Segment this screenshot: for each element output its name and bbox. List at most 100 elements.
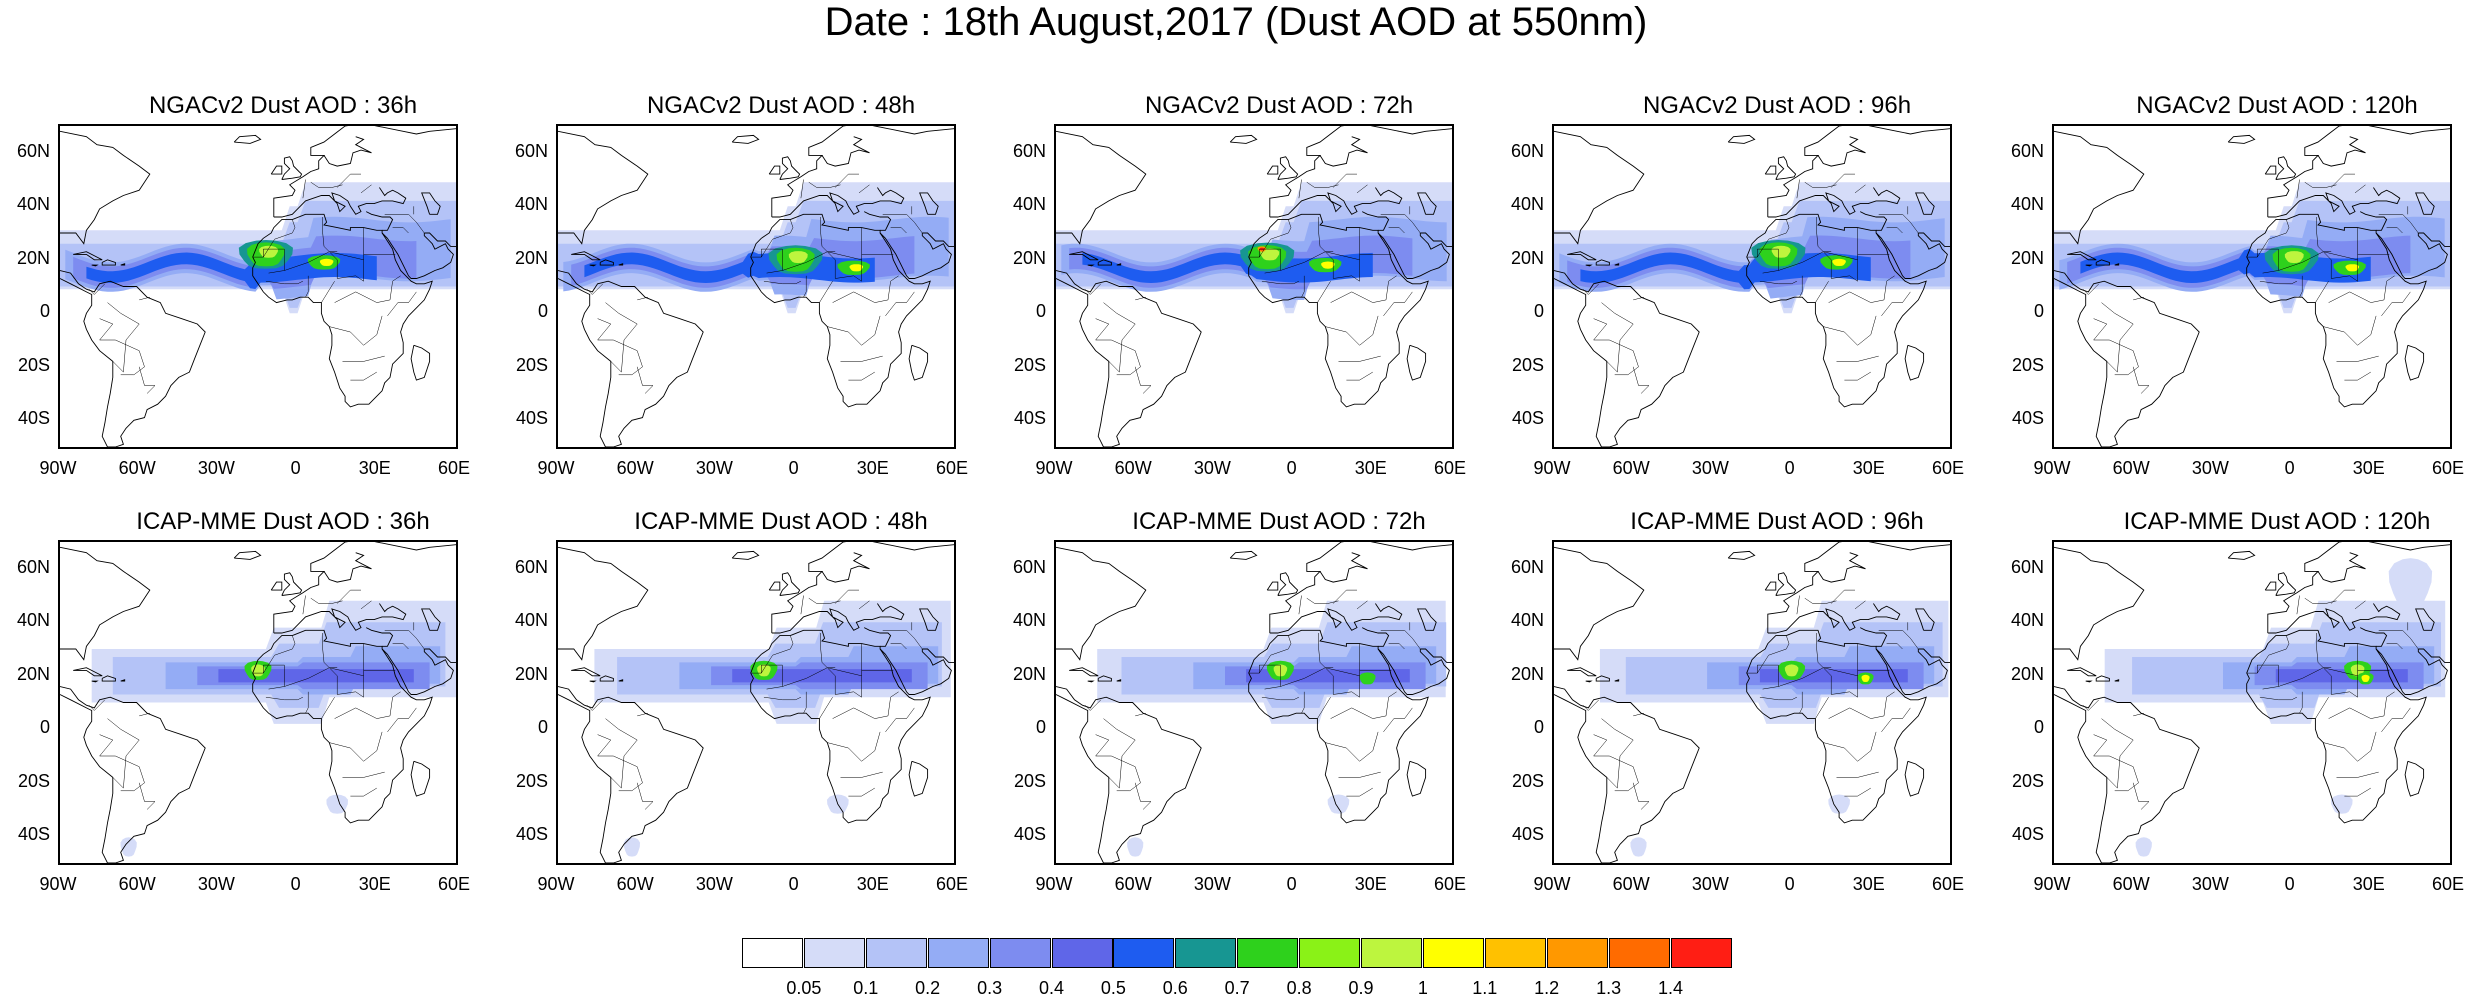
longitude-label: 30E xyxy=(358,874,391,894)
colorbar-tick-label: 0.1 xyxy=(853,978,879,998)
coastline xyxy=(1585,680,1593,683)
country-border xyxy=(2323,251,2332,279)
country-border xyxy=(1333,173,1357,188)
latitude-label: 60N xyxy=(2010,556,2044,577)
coastline xyxy=(410,760,431,797)
country-border xyxy=(139,296,150,301)
coastline xyxy=(270,165,283,175)
aod-contour-fill xyxy=(1327,794,1350,814)
latitude-label: 0 xyxy=(2033,717,2044,738)
aod-contour-fill xyxy=(1832,258,1846,266)
coastline xyxy=(2085,264,2093,267)
country-border xyxy=(882,630,923,650)
coastline xyxy=(381,232,454,279)
country-border xyxy=(2354,184,2366,194)
latitude-label: 40N xyxy=(2010,610,2044,631)
country-border xyxy=(2378,214,2419,234)
country-border xyxy=(2386,227,2403,234)
country-border xyxy=(1084,699,1102,711)
coastline xyxy=(558,546,649,661)
coastline xyxy=(2418,648,2450,663)
country-border xyxy=(302,179,306,199)
longitude-label: 60W xyxy=(118,874,156,894)
country-border xyxy=(1270,219,1292,240)
country-border xyxy=(138,366,156,394)
longitude-label: 60W xyxy=(118,458,156,478)
country-border xyxy=(597,755,643,792)
country-border xyxy=(2344,371,2371,381)
country-border xyxy=(2304,181,2337,188)
longitude-label: 60E xyxy=(935,874,969,894)
coastline xyxy=(2267,187,2401,218)
panel-title: NGACv2 Dust AOD : 48h xyxy=(646,92,916,119)
coastline xyxy=(2317,136,2366,167)
country-border xyxy=(337,275,364,282)
country-border xyxy=(1881,707,1911,733)
coastline xyxy=(1277,572,1299,596)
country-border xyxy=(1601,302,1634,373)
coastline xyxy=(1918,648,1950,663)
country-border xyxy=(766,251,862,274)
latitude-label: 20S xyxy=(17,354,50,375)
coastline xyxy=(1319,552,1368,583)
coastline xyxy=(2359,211,2388,231)
coastline xyxy=(1056,546,1147,661)
country-border xyxy=(637,712,648,717)
country-border xyxy=(1325,667,1334,695)
coastline xyxy=(91,680,99,683)
country-border xyxy=(329,731,383,762)
country-border xyxy=(2315,281,2329,303)
country-border xyxy=(1878,214,1919,234)
country-border xyxy=(586,283,604,295)
coastline xyxy=(919,192,939,215)
country-border xyxy=(1388,643,1405,650)
coastline xyxy=(1056,686,1202,863)
aod-contour-fill xyxy=(120,837,137,857)
longitude-label: 60E xyxy=(935,458,969,478)
country-border xyxy=(1248,664,1281,687)
country-border xyxy=(1333,691,1360,698)
latitude-label: 20S xyxy=(17,770,50,791)
longitude-label: 60E xyxy=(2431,874,2465,894)
coastline xyxy=(421,608,441,631)
country-border xyxy=(2316,232,2332,252)
coastline xyxy=(1377,232,1450,279)
country-border xyxy=(761,655,773,674)
coastline xyxy=(1775,572,1797,596)
coastline xyxy=(273,603,407,634)
coastline xyxy=(1087,264,1095,267)
longitude-label: 30W xyxy=(1193,458,1231,478)
map-panel: NGACv2 Dust AOD : 72h 60N 40N 20N 0 20S 40S 90W… xyxy=(1013,92,1504,478)
coastline xyxy=(922,232,954,247)
map-panel: ICAP-MME Dust AOD : 96h 60N 40N 20N 0 20S 40S 9… xyxy=(1511,508,2002,894)
latitude-label: 20N xyxy=(1012,247,1046,268)
aod-contour-fill xyxy=(319,258,334,266)
country-border xyxy=(772,635,794,656)
country-border xyxy=(1632,782,1650,810)
latitude-label: 20S xyxy=(515,354,548,375)
country-border xyxy=(265,696,304,701)
coastline xyxy=(2267,603,2401,634)
longitude-label: 0 xyxy=(290,458,301,478)
latitude-label: 20N xyxy=(16,663,50,684)
aod-contour-fill xyxy=(2345,264,2360,272)
country-border xyxy=(387,291,417,317)
country-border xyxy=(1831,173,1855,188)
coastline xyxy=(273,542,456,633)
coastline xyxy=(571,251,601,261)
country-border xyxy=(1831,589,1855,604)
country-border xyxy=(2101,718,2134,789)
latitude-label: 20N xyxy=(1510,663,1544,684)
panel-title: NGACv2 Dust AOD : 96h xyxy=(1642,92,1912,119)
country-border xyxy=(887,275,899,300)
latitude-label: 20N xyxy=(514,247,548,268)
country-border xyxy=(1759,280,1798,285)
coastline xyxy=(101,259,116,266)
country-border xyxy=(2082,283,2100,295)
country-border xyxy=(2323,315,2377,346)
coastline xyxy=(1915,608,1935,631)
coastline xyxy=(1585,264,1593,267)
country-border xyxy=(1823,315,1877,346)
country-border xyxy=(1804,181,1837,188)
latitude-label: 60N xyxy=(2010,140,2044,161)
